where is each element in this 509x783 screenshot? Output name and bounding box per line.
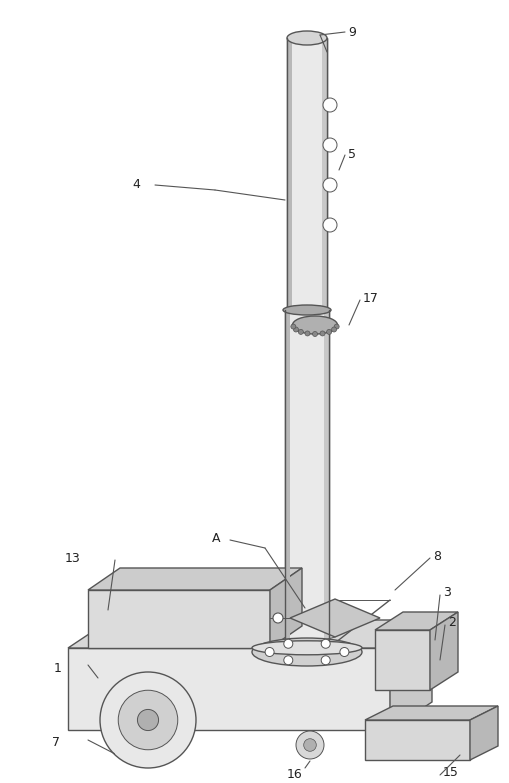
Polygon shape <box>364 720 469 760</box>
Ellipse shape <box>251 638 361 666</box>
Text: 16: 16 <box>287 768 302 781</box>
Text: 13: 13 <box>64 551 80 565</box>
Polygon shape <box>68 620 431 648</box>
Circle shape <box>304 331 309 336</box>
Text: 9: 9 <box>347 26 355 38</box>
Circle shape <box>322 98 336 112</box>
Circle shape <box>272 613 282 623</box>
Text: 1: 1 <box>54 662 62 674</box>
Circle shape <box>100 672 195 768</box>
Polygon shape <box>287 38 326 310</box>
Text: 15: 15 <box>442 767 458 780</box>
Polygon shape <box>290 599 379 637</box>
Polygon shape <box>269 568 301 648</box>
Circle shape <box>331 327 336 332</box>
Text: 7: 7 <box>52 737 60 749</box>
Text: 8: 8 <box>432 550 440 562</box>
Polygon shape <box>285 310 290 640</box>
Text: 2: 2 <box>447 616 455 630</box>
Circle shape <box>295 731 323 759</box>
Text: A: A <box>211 532 219 544</box>
Polygon shape <box>88 568 301 590</box>
Polygon shape <box>285 310 328 640</box>
Polygon shape <box>429 612 457 690</box>
Polygon shape <box>374 630 429 690</box>
Circle shape <box>322 178 336 192</box>
Text: 17: 17 <box>362 291 378 305</box>
Circle shape <box>298 330 303 334</box>
Circle shape <box>137 709 158 731</box>
Polygon shape <box>374 612 457 630</box>
Circle shape <box>319 331 324 336</box>
Circle shape <box>283 655 292 665</box>
Text: 4: 4 <box>132 179 140 192</box>
Circle shape <box>326 330 331 334</box>
Polygon shape <box>389 620 431 730</box>
Polygon shape <box>321 38 326 310</box>
Ellipse shape <box>292 316 337 334</box>
Circle shape <box>283 639 292 648</box>
Circle shape <box>333 324 338 329</box>
Circle shape <box>312 331 317 337</box>
Polygon shape <box>364 706 497 720</box>
Circle shape <box>322 218 336 232</box>
Polygon shape <box>469 706 497 760</box>
Circle shape <box>290 324 295 329</box>
Ellipse shape <box>251 640 361 655</box>
Text: 5: 5 <box>347 149 355 161</box>
Circle shape <box>339 648 348 656</box>
Ellipse shape <box>282 305 330 315</box>
Polygon shape <box>88 590 269 648</box>
Text: 3: 3 <box>442 586 450 600</box>
Circle shape <box>265 648 273 656</box>
Circle shape <box>321 655 329 665</box>
Circle shape <box>303 738 316 752</box>
Circle shape <box>293 327 298 332</box>
Polygon shape <box>287 38 292 310</box>
Circle shape <box>321 639 329 648</box>
Circle shape <box>118 691 178 750</box>
Polygon shape <box>68 648 389 730</box>
Ellipse shape <box>287 31 326 45</box>
Circle shape <box>322 138 336 152</box>
Polygon shape <box>323 310 328 640</box>
